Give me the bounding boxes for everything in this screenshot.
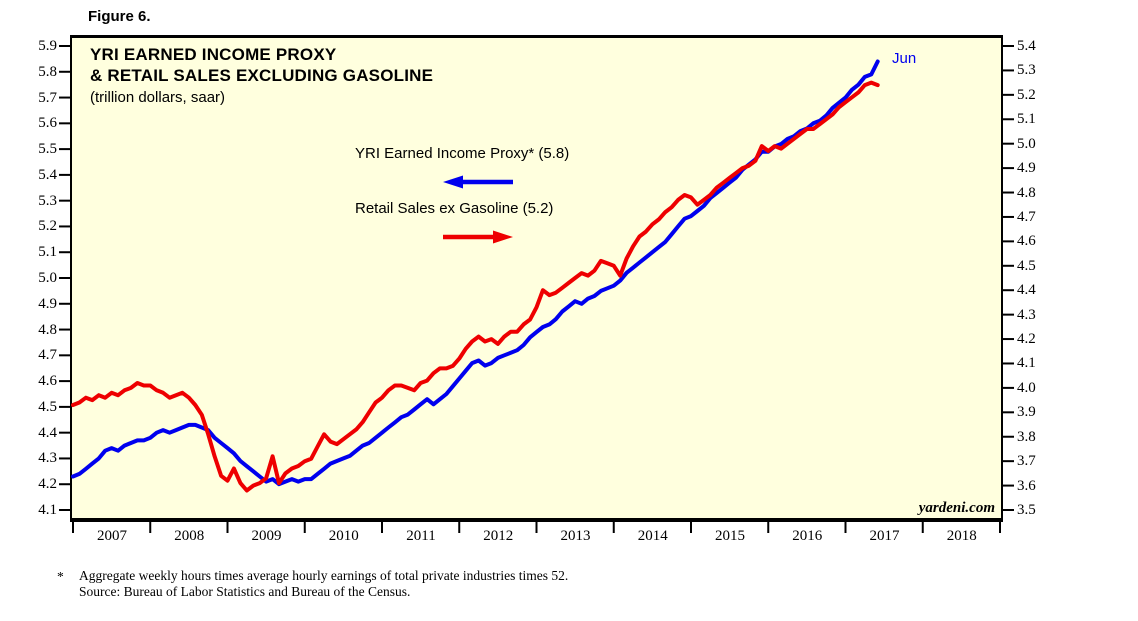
series-line-retail: [71, 80, 880, 493]
y-axis-label-left: 4.9: [38, 295, 57, 312]
y-axis-label-left: 4.1: [38, 502, 57, 518]
y-axis-label-left: 4.5: [38, 398, 57, 415]
x-axis-label: 2017: [869, 528, 900, 544]
left-arrow-icon: [443, 175, 513, 189]
legend-label-retail: Retail Sales ex Gasoline (5.2): [355, 200, 554, 217]
x-axis-label: 2015: [715, 528, 745, 544]
x-axis-label: 2011: [406, 528, 436, 544]
watermark: yardeni.com: [918, 500, 995, 516]
y-axis-label-left: 5.7: [38, 89, 57, 106]
y-axis-label-right: 4.6: [1017, 233, 1036, 250]
y-axis-label-right: 3.8: [1017, 428, 1036, 445]
y-axis-label-right: 3.9: [1017, 404, 1036, 421]
y-axis-label-right: 5.2: [1017, 86, 1036, 103]
y-axis-label-right: 4.0: [1017, 379, 1036, 396]
legend-label-yri: YRI Earned Income Proxy* (5.8): [355, 145, 570, 162]
y-axis-label-left: 4.2: [38, 476, 57, 493]
y-axis-label-left: 4.7: [38, 347, 57, 364]
y-axis-label-right: 4.1: [1017, 355, 1036, 372]
series-end-label: Jun: [892, 50, 917, 67]
y-axis-label-right: 4.2: [1017, 331, 1036, 348]
x-axis-label: 2007: [97, 528, 127, 544]
footnote: Aggregate weekly hours times average hou…: [79, 568, 568, 600]
plot-area: [70, 35, 1003, 522]
y-axis-label-right: 3.7: [1017, 453, 1036, 470]
y-axis-label-left: 5.9: [38, 38, 57, 54]
y-axis-label-left: 5.2: [38, 218, 57, 235]
figure-label: Figure 6.: [88, 8, 151, 25]
y-axis-label-left: 5.8: [38, 63, 57, 80]
chart-title-line2: & RETAIL SALES EXCLUDING GASOLINE: [90, 66, 434, 85]
y-axis-label-right: 5.3: [1017, 62, 1036, 79]
plot-background: [72, 38, 1001, 518]
y-axis-label-left: 4.8: [38, 321, 57, 338]
x-axis-label: 2008: [174, 528, 205, 544]
x-axis-label: 2014: [637, 528, 668, 544]
y-axis-label-right: 4.4: [1017, 282, 1036, 299]
y-axis-label-right: 4.9: [1017, 160, 1036, 177]
x-axis-label: 2013: [560, 528, 591, 544]
y-axis-label-right: 3.5: [1017, 502, 1036, 518]
right-arrow-icon: [443, 230, 513, 244]
y-axis-label-left: 4.6: [38, 373, 57, 390]
x-axis-label: 2009: [251, 528, 282, 544]
y-axis-label-right: 4.7: [1017, 208, 1036, 225]
y-axis-label-right: 5.0: [1017, 135, 1036, 152]
chart-subtitle: (trillion dollars, saar): [90, 89, 226, 106]
y-axis-label-right: 5.1: [1017, 111, 1036, 128]
x-axis-label: 2018: [946, 528, 977, 544]
y-axis-label-left: 5.6: [38, 115, 57, 132]
chart-title-block: YRI EARNED INCOME PROXY & RETAIL SALES E…: [90, 44, 433, 108]
chart-title-line1: YRI EARNED INCOME PROXY: [90, 45, 337, 64]
x-axis-label: 2010: [328, 528, 359, 544]
y-axis-label-right: 5.4: [1017, 38, 1036, 54]
y-axis-label-left: 5.1: [38, 244, 57, 261]
footnote-line2: Source: Bureau of Labor Statistics and B…: [79, 584, 411, 599]
x-axis-label: 2016: [792, 528, 823, 544]
y-axis-label-right: 4.8: [1017, 184, 1036, 201]
y-axis-label-left: 4.4: [38, 424, 57, 441]
x-axis-label: 2012: [483, 528, 514, 544]
y-axis-label-left: 5.3: [38, 192, 57, 209]
y-axis-label-left: 5.4: [38, 166, 57, 183]
footnote-line1: Aggregate weekly hours times average hou…: [79, 568, 569, 583]
footnote-marker: *: [57, 569, 64, 584]
y-axis-label-left: 5.5: [38, 141, 57, 158]
y-axis-label-right: 4.3: [1017, 306, 1036, 323]
y-axis-label-right: 4.5: [1017, 257, 1036, 274]
y-axis-label-left: 4.3: [38, 450, 57, 467]
y-axis-label-right: 3.6: [1017, 477, 1036, 494]
y-axis-label-left: 5.0: [38, 270, 57, 286]
